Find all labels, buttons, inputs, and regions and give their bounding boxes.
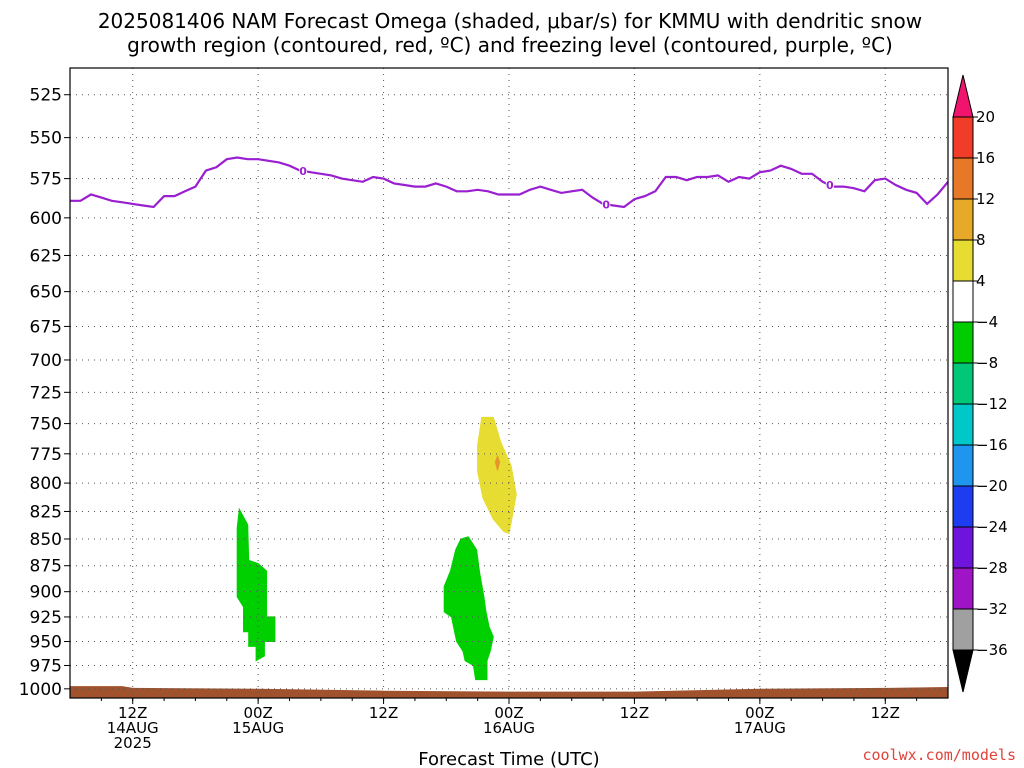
plot-contents: 0 0 0 [70, 68, 948, 698]
x-tick-label: 00Z [243, 704, 272, 722]
omega-region-2 [236, 507, 276, 662]
colorbar-label: 16 [976, 149, 995, 167]
colorbar-label: 20 [976, 108, 995, 126]
chart-title-line-2: growth region (contoured, red, ºC) and f… [127, 33, 893, 57]
x-tick-label: 12Z [118, 704, 147, 722]
colorbar-label: −16 [976, 436, 1008, 454]
plot-frame [69, 67, 949, 699]
y-tick-label: 550 [30, 129, 62, 149]
colorbar-box [952, 116, 974, 159]
colorbar-label: −24 [976, 518, 1008, 536]
colorbar-box [952, 403, 974, 446]
colorbar-box [952, 321, 974, 364]
colorbar-label: −32 [976, 600, 1008, 618]
colorbar-bottom-arrow [952, 649, 974, 693]
colorbar-box [952, 362, 974, 405]
colorbar-label: 12 [976, 190, 995, 208]
y-tick-label: 775 [30, 445, 62, 465]
plot-area: 0 0 0 [69, 67, 949, 699]
x-tick-label: 14AUG [107, 719, 159, 737]
credit-text: coolwx.com/models [862, 746, 1016, 764]
chart-title-line-1: 2025081406 NAM Forecast Omega (shaded, μ… [98, 9, 922, 33]
x-tick-label: 12Z [369, 704, 398, 722]
y-tick-label: 625 [30, 246, 62, 266]
colorbar-label: −20 [976, 477, 1008, 495]
colorbar-box [952, 567, 974, 610]
omega-region-0 [477, 416, 517, 535]
freezing-label-bg [299, 164, 308, 178]
colorbar-label: 8 [976, 231, 986, 249]
x-tick-label: 12Z [871, 704, 900, 722]
y-tick-label: 800 [30, 474, 62, 494]
y-tick-label: 600 [30, 209, 62, 229]
colorbar-box [952, 608, 974, 651]
colorbar-box [952, 485, 974, 528]
y-tick-label: 850 [30, 530, 62, 550]
gridlines [70, 68, 948, 698]
x-tick-label: 15AUG [232, 719, 284, 737]
x-tick-label: 12Z [620, 704, 649, 722]
y-tick-label: 650 [30, 283, 62, 303]
y-tick-label: 825 [30, 502, 62, 522]
x-tick-label: 00Z [745, 704, 774, 722]
x-tick-label: 2025 [114, 734, 152, 752]
y-tick-label: 925 [30, 608, 62, 628]
freezing-level-label: 0 [826, 179, 834, 192]
y-tick-label: 950 [30, 633, 62, 653]
colorbar-label: −8 [976, 354, 998, 372]
freezing-level-label: 0 [299, 165, 307, 178]
y-tick-label: 1000 [19, 680, 62, 700]
colorbar-top-arrow [952, 74, 974, 118]
x-axis-title: Forecast Time (UTC) [418, 749, 599, 768]
omega-region-1 [494, 454, 501, 471]
colorbar-label: −12 [976, 395, 1008, 413]
y-tick-label: 750 [30, 415, 62, 435]
freezing-level-label: 0 [602, 198, 610, 211]
freezing-level-line [70, 156, 948, 209]
freezing-label-bg [602, 197, 611, 211]
colorbar-box [952, 157, 974, 200]
x-tick-label: 16AUG [483, 719, 535, 737]
colorbar-box [952, 198, 974, 241]
y-tick-label: 875 [30, 557, 62, 577]
freezing-label-bg [825, 178, 834, 192]
colorbar-label: −4 [976, 313, 998, 331]
x-tick-label: 17AUG [734, 719, 786, 737]
y-tick-label: 975 [30, 656, 62, 676]
colorbar-label: 4 [976, 272, 986, 290]
y-tick-label: 675 [30, 317, 62, 337]
y-tick-label: 525 [30, 86, 62, 106]
colorbar-box [952, 444, 974, 487]
x-tick-label: 00Z [494, 704, 523, 722]
y-axis-tick-labels: 525 550 575 600 625 650 675 700 725 750 775 800 825 8… [19, 86, 70, 700]
y-tick-label: 725 [30, 383, 62, 403]
colorbar-box [952, 526, 974, 569]
colorbar-label: −36 [976, 641, 1008, 659]
colorbar-box [952, 280, 974, 323]
colorbar: 20 16 12 8 4 −4 −8 −12 −16 −20 −24 −28 −32 −36 [952, 74, 1008, 693]
omega-region-3 [443, 536, 494, 681]
y-tick-label: 700 [30, 351, 62, 371]
y-tick-label: 900 [30, 583, 62, 603]
colorbar-box [952, 239, 974, 282]
colorbar-label: −28 [976, 559, 1008, 577]
y-tick-label: 575 [30, 170, 62, 190]
